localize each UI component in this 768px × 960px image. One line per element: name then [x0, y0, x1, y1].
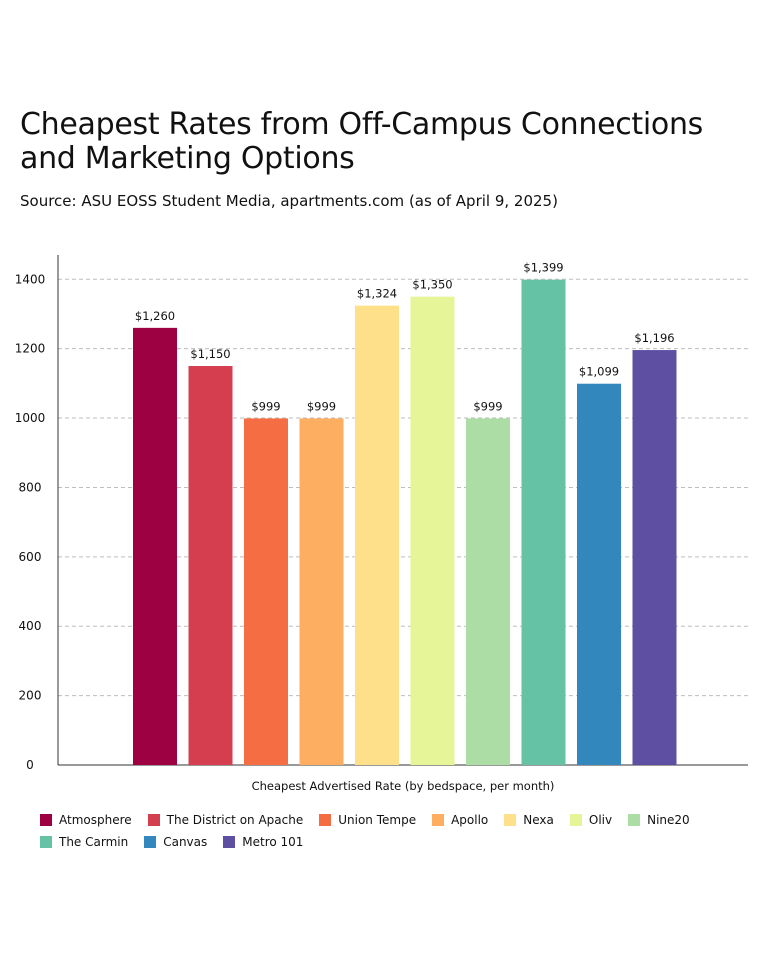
legend-swatch — [432, 814, 445, 826]
y-tick-label: 800 — [19, 480, 42, 494]
legend-item: The District on Apache — [147, 812, 304, 828]
legend-item: Atmosphere — [40, 812, 132, 828]
value-labels: $1,260 $1,150 $999 $999 $1,324 $1,350 $999 $1,3… — [135, 261, 675, 414]
legend: Atmosphere The District on Apache Union Te… — [40, 812, 740, 850]
legend-label: Apollo — [451, 813, 489, 827]
legend-swatch — [147, 814, 160, 826]
value-label: $1,350 — [412, 278, 452, 292]
bar-chart: 0 200 400 600 800 1000 1200 1400 $1,260 $1,150 $9… — [15, 255, 748, 793]
y-tick-label: 200 — [19, 689, 42, 703]
legend-swatch — [504, 814, 517, 826]
x-axis-label: Cheapest Advertised Rate (by bedspace, p… — [252, 779, 555, 793]
legend-item: Oliv — [569, 812, 613, 828]
bar-atmosphere — [133, 327, 177, 765]
y-tick-label: 600 — [19, 550, 42, 564]
bar-canvas — [577, 383, 621, 765]
legend-label: Nine20 — [647, 813, 690, 827]
legend-swatch — [223, 836, 236, 848]
legend-swatch — [40, 814, 52, 826]
bar-metro-101 — [632, 350, 677, 765]
y-tick-label: 1000 — [15, 411, 46, 425]
value-label: $1,150 — [190, 347, 230, 361]
bar-nine20 — [466, 418, 510, 765]
y-tick-label: 1200 — [15, 342, 46, 356]
value-label: $1,099 — [579, 365, 619, 379]
legend-item: Union Tempe — [319, 812, 416, 828]
chart-title: Cheapest Rates from Off-Campus Connectio… — [20, 107, 704, 176]
bars — [133, 279, 677, 765]
bar-union-tempe — [244, 418, 288, 765]
legend-swatch — [40, 836, 52, 848]
bar-nexa — [355, 305, 399, 765]
value-label: $1,196 — [634, 331, 674, 345]
y-tick-label: 0 — [26, 758, 34, 772]
legend-item: Nine20 — [628, 812, 690, 828]
legend-label: Oliv — [588, 813, 613, 827]
value-label: $1,260 — [135, 309, 175, 323]
bar-oliv — [410, 296, 455, 765]
legend-item: Nexa — [504, 812, 554, 828]
bar-the-carmin — [521, 279, 566, 765]
value-label: $999 — [307, 399, 336, 413]
value-label: $999 — [251, 399, 280, 413]
legend-label: The Carmin — [59, 835, 129, 849]
legend-swatch — [144, 836, 157, 848]
legend-label: Canvas — [163, 835, 208, 849]
legend-label: Union Tempe — [338, 813, 417, 827]
value-label: $999 — [473, 399, 502, 413]
y-tick-label: 1400 — [15, 272, 46, 286]
legend-swatch — [569, 814, 582, 826]
value-label: $1,399 — [523, 261, 563, 275]
value-label: $1,324 — [357, 287, 397, 301]
legend-item: Metro 101 — [223, 834, 303, 850]
legend-label: Nexa — [523, 813, 554, 827]
legend-item: Apollo — [432, 812, 488, 828]
legend-label: The District on Apache — [166, 813, 304, 827]
legend-label: Metro 101 — [242, 835, 304, 849]
legend-swatch — [628, 814, 641, 826]
bar-apollo — [299, 418, 344, 765]
chart-subtitle: Source: ASU EOSS Student Media, apartmen… — [20, 192, 558, 210]
bar-the-district-on-apache — [188, 366, 233, 765]
y-tick-label: 400 — [19, 619, 42, 633]
legend-label: Atmosphere — [59, 813, 132, 827]
legend-item: The Carmin — [40, 834, 128, 850]
legend-swatch — [319, 814, 332, 826]
legend-item: Canvas — [144, 834, 207, 850]
